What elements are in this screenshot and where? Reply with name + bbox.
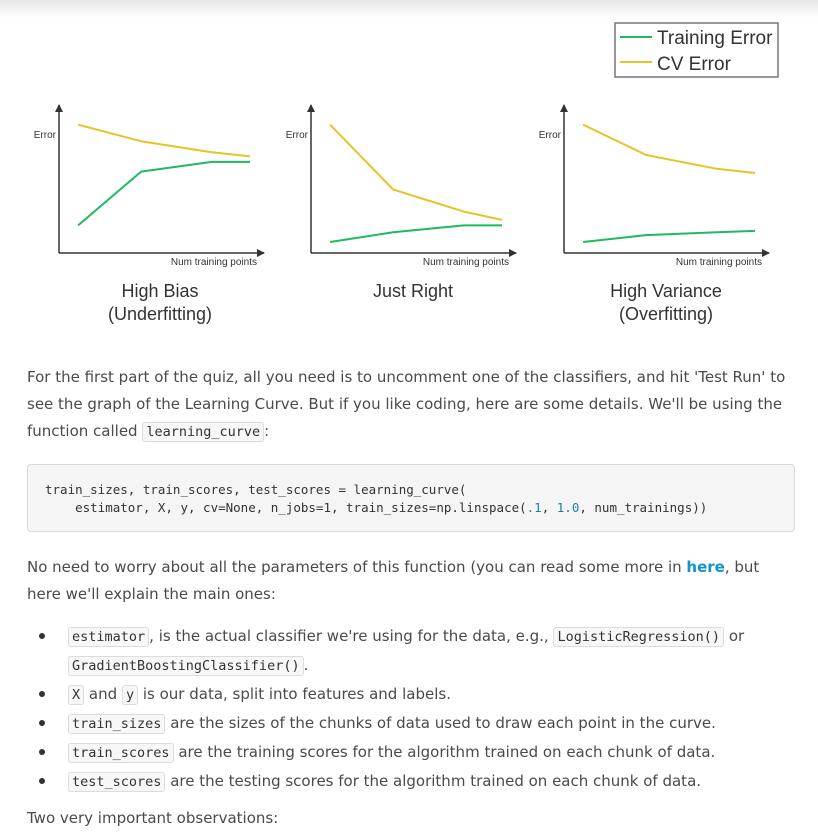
x-axis-label: Num training points: [171, 257, 257, 268]
here-link[interactable]: here: [686, 558, 725, 576]
list-item-x-y: X and y is our data, split into features…: [27, 680, 797, 709]
list-text: .: [303, 656, 309, 674]
params-paragraph: No need to worry about all the parameter…: [27, 554, 792, 608]
inline-code-gradient-boosting: GradientBoostingClassifier(): [68, 656, 304, 676]
legend-label-training: Training Error: [657, 28, 773, 49]
inline-code-x: X: [68, 685, 85, 705]
inline-code-learning-curve: learning_curve: [142, 422, 265, 442]
inline-code-train-sizes: train_sizes: [68, 714, 166, 734]
x-axis-label: Num training points: [423, 257, 509, 268]
parameter-list: estimator, is the actual classifier we'r…: [27, 622, 797, 796]
y-axis-label: Error: [34, 130, 57, 141]
x-axis-arrow-icon: [257, 249, 265, 257]
training-error-line: [77, 160, 250, 227]
closing-paragraph: Two very important observations:: [27, 809, 279, 827]
learning-curves-svg: Error Num training points High Bias (Underf…: [34, 22, 779, 324]
code-block: train_sizes, train_scores, test_scores =…: [27, 464, 795, 532]
list-text: , is the actual classifier we're using f…: [149, 627, 549, 645]
bullet-dot: [39, 720, 45, 726]
code-line-2-sep: ,: [541, 500, 557, 515]
chart-title-line: High Bias: [121, 281, 198, 301]
list-item-test-scores: test_scores are the testing scores for t…: [27, 767, 797, 796]
inline-code-train-scores: train_scores: [68, 743, 174, 763]
bullet-dot: [39, 778, 45, 784]
chart-title-line: High Variance: [610, 281, 722, 301]
inline-code-y: y: [121, 685, 139, 705]
training-error-line: [329, 224, 502, 243]
bullet-dot: [39, 691, 45, 697]
cv-error-line: [77, 123, 251, 158]
y-axis-arrow-icon: [55, 104, 63, 112]
training-error-line: [582, 229, 756, 243]
code-line-2: estimator, X, y, cv=None, n_jobs=1, trai…: [45, 500, 707, 515]
intro-text: For the first part of the quiz, all you …: [27, 368, 786, 440]
top-shadow: [0, 0, 818, 18]
code-line-2-pre: estimator, X, y, cv=None, n_jobs=1, trai…: [45, 500, 527, 515]
x-axis-arrow-icon: [762, 249, 770, 257]
chart-title-line: Just Right: [373, 281, 453, 301]
y-axis-label: Error: [539, 130, 562, 141]
chart-title-line: (Underfitting): [108, 304, 212, 324]
bullet-dot: [39, 633, 45, 639]
code-number-1: .1: [526, 500, 542, 515]
legend: Training Error CV Error: [614, 22, 779, 78]
chart-2: Error Num training points Just Right: [286, 104, 517, 301]
bullet-dot: [39, 749, 45, 755]
list-text: are the training scores for the algorith…: [178, 743, 716, 761]
list-item-estimator: estimator, is the actual classifier we'r…: [27, 622, 797, 680]
code-number-2: 1.0: [556, 500, 580, 515]
x-axis-label: Num training points: [676, 257, 762, 268]
intro-paragraph: For the first part of the quiz, all you …: [27, 364, 792, 446]
inline-code-estimator: estimator: [68, 627, 150, 647]
list-text: are the testing scores for the algorithm…: [170, 772, 702, 790]
inline-code-logistic-regression: LogisticRegression(): [553, 627, 725, 647]
code-line-1: train_sizes, train_scores, test_scores =…: [45, 482, 467, 497]
intro-end: :: [264, 422, 270, 440]
cv-error-line: [582, 123, 756, 174]
params-text-2: , but here we'll explain the main ones:: [27, 558, 760, 603]
legend-label-cv: CV Error: [657, 54, 732, 75]
chart-3: Error Num training points High Variance (Ov…: [539, 104, 770, 324]
legend-box: [614, 22, 779, 78]
y-axis-label: Error: [286, 130, 309, 141]
cv-error-line: [329, 124, 503, 221]
code-line-2-post: , num_trainings)): [579, 500, 708, 515]
list-text: are the sizes of the chunks of data used…: [170, 714, 716, 732]
list-text: or: [728, 627, 745, 645]
list-text: is our data, split into features and lab…: [142, 685, 451, 703]
list-item-train-scores: train_scores are the training scores for…: [27, 738, 797, 767]
chart-1: Error Num training points High Bias (Underf…: [34, 104, 265, 324]
params-text-1: No need to worry about all the parameter…: [27, 558, 687, 576]
y-axis-arrow-icon: [560, 104, 568, 112]
inline-code-test-scores: test_scores: [68, 772, 166, 792]
learning-curves-figure: Error Num training points High Bias (Underf…: [0, 0, 818, 340]
x-axis-arrow-icon: [509, 249, 517, 257]
chart-title-line: (Overfitting): [619, 304, 713, 324]
list-text: and: [88, 685, 118, 703]
y-axis-arrow-icon: [307, 104, 315, 112]
list-item-train-sizes: train_sizes are the sizes of the chunks …: [27, 709, 797, 738]
